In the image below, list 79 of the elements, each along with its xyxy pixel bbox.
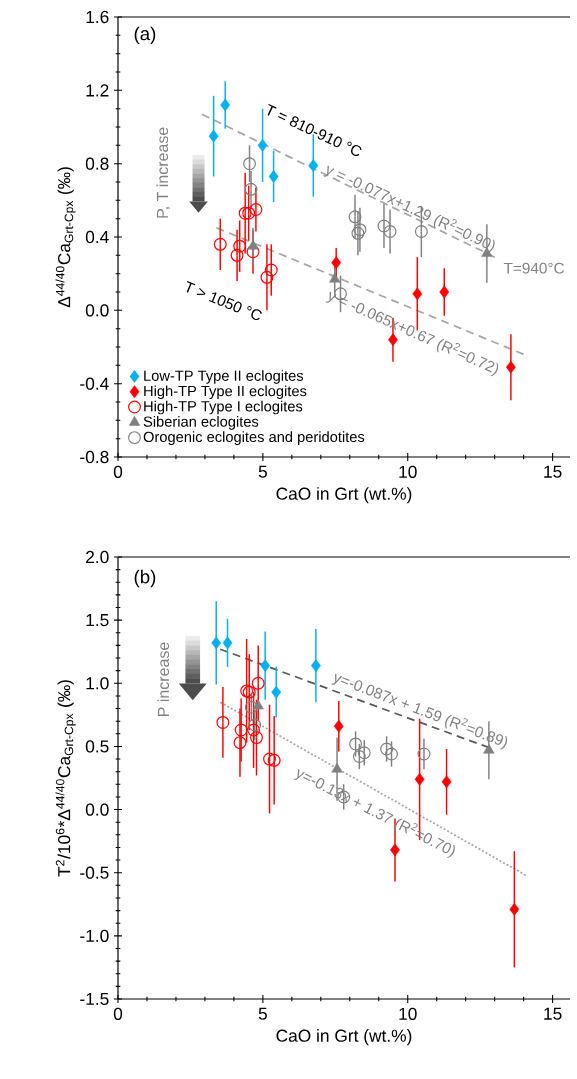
y-tick-label: 0.8 — [85, 157, 109, 170]
point — [414, 772, 425, 786]
y-tick-label: -0.5 — [80, 866, 109, 879]
y-tick-label: 1.6 — [86, 10, 109, 24]
point — [208, 129, 219, 143]
point — [333, 719, 344, 733]
point — [377, 219, 391, 233]
point — [506, 360, 516, 374]
y-tick-label: 0.0 — [85, 803, 109, 816]
legend-label: High-TP Type II eclogites — [144, 385, 307, 400]
point — [211, 636, 222, 650]
point — [250, 731, 263, 745]
point — [417, 747, 431, 761]
x-tick-label: 0 — [113, 1007, 123, 1020]
y-tick-label: 2.0 — [86, 550, 109, 564]
y-tick-label: -1.5 — [80, 992, 109, 1006]
point — [439, 285, 450, 299]
point — [216, 715, 230, 729]
x-tick-label: 5 — [258, 465, 267, 478]
point — [257, 138, 268, 152]
annotation: T > 1050 °C — [186, 280, 262, 321]
y-axis-title: Δ$^{44/40}$Ca$_{Grt-Cpx}$ (‰) — [55, 167, 76, 308]
annotation: T=940°C — [503, 262, 565, 274]
point — [329, 272, 341, 283]
point — [271, 685, 282, 699]
point — [264, 263, 278, 277]
y-tick-label: -1.0 — [80, 929, 109, 942]
x-tick-label: 5 — [258, 1007, 267, 1020]
point — [441, 775, 452, 789]
point — [352, 750, 366, 763]
point — [233, 239, 247, 253]
text: T$^{2}$/10$^{6}$*Δ$^{44/40}$Ca$_{Grt-Cpx}$ (‰) — [55, 680, 76, 877]
annotation: P, T increase — [156, 127, 171, 218]
point — [308, 159, 319, 172]
y-tick-label: 1.2 — [86, 84, 109, 97]
point — [247, 239, 259, 250]
x-tick-label: 15 — [544, 1007, 562, 1020]
x-tick-label: 0 — [113, 465, 123, 478]
point — [220, 98, 231, 112]
x-tick-label: 15 — [544, 465, 562, 478]
point — [267, 753, 281, 767]
point — [248, 718, 262, 732]
legend-label: High-TP Type I eclogites — [144, 400, 303, 415]
x-tick-label: 10 — [399, 1007, 417, 1020]
point — [249, 203, 263, 216]
x-tick-label: 10 — [399, 465, 417, 478]
point — [268, 170, 279, 183]
point — [331, 256, 342, 270]
annotation: (b) — [134, 569, 156, 588]
point — [414, 225, 428, 238]
y-tick-label: 0.0 — [85, 304, 109, 317]
x-axis-title: CaO in Grt (wt.%) — [276, 1029, 412, 1046]
point — [311, 659, 321, 673]
y-tick-label: -0.8 — [80, 450, 109, 464]
point — [260, 659, 271, 673]
y-tick-label: 1.5 — [86, 614, 109, 627]
y-tick-label: -0.4 — [80, 377, 109, 390]
point — [251, 676, 265, 690]
legend-label: Orogenic eclogites and peridotites — [143, 431, 365, 445]
y-tick-label: 0.4 — [85, 230, 109, 244]
point — [244, 700, 258, 714]
y-tick-label: 1.0 — [86, 677, 109, 690]
point — [242, 206, 256, 220]
point — [213, 237, 227, 251]
point — [412, 287, 423, 301]
point — [222, 636, 233, 650]
point — [247, 723, 261, 737]
point — [390, 843, 400, 857]
legend-label: Siberian eclogites — [143, 416, 259, 430]
annotation: (a) — [134, 26, 156, 45]
legend-label: Low-TP Type II eclogites — [144, 370, 304, 384]
y-tick-label: 0.5 — [85, 740, 109, 753]
point — [260, 270, 274, 284]
point — [244, 182, 258, 196]
annotation: P increase — [157, 642, 170, 716]
point — [383, 225, 397, 238]
point — [509, 902, 520, 916]
point — [243, 157, 257, 171]
x-axis-title: CaO in Grt (wt.%) — [276, 487, 412, 504]
